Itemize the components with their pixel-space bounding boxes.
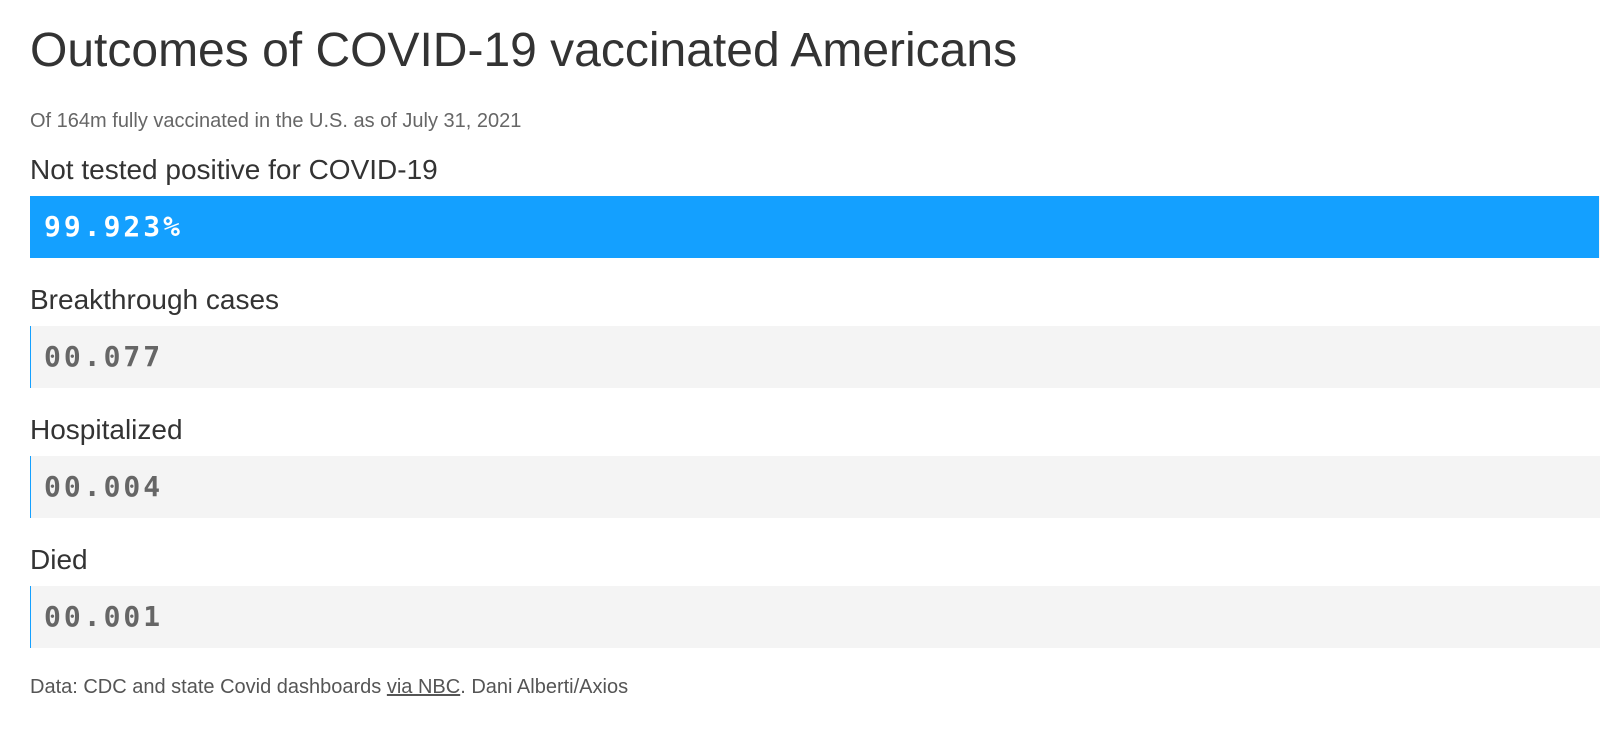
source-suffix: . Dani Alberti/Axios (460, 676, 629, 698)
bar (30, 456, 31, 518)
bar-category-label: Hospitalized (30, 414, 183, 445)
bar-chart: Not tested positive for COVID-19 99.923% B… (30, 152, 1600, 672)
source-prefix: Data: CDC and state Covid dashboards (30, 676, 387, 698)
bar-row: Breakthrough cases 00.077 (30, 282, 1600, 412)
chart-title: Outcomes of COVID-19 vaccinated American… (30, 24, 1018, 77)
bar-row: Hospitalized 00.004 (30, 412, 1600, 542)
bar-category-label: Died (30, 544, 88, 575)
bar (30, 196, 1599, 258)
bar-track: 00.077 (30, 326, 1600, 388)
bar (30, 326, 31, 388)
bar-row: Died 00.001 (30, 542, 1600, 672)
bar-value-label: 99.923% (44, 210, 184, 243)
bar-track: 99.923% (30, 196, 1600, 258)
chart-subtitle: Of 164m fully vaccinated in the U.S. as … (30, 110, 522, 132)
bar-track: 00.001 (30, 586, 1600, 648)
bar-row: Not tested positive for COVID-19 99.923% (30, 152, 1600, 282)
bar (30, 586, 31, 648)
bar-category-label: Not tested positive for COVID-19 (30, 154, 438, 185)
bar-value-label: 00.077 (44, 340, 164, 373)
bar-value-label: 00.001 (44, 600, 164, 633)
source-note: Data: CDC and state Covid dashboards via… (30, 674, 628, 700)
bar-category-label: Breakthrough cases (30, 284, 280, 315)
source-link[interactable]: via NBC (386, 676, 461, 698)
bar-track: 00.004 (30, 456, 1600, 518)
bar-value-label: 00.004 (44, 470, 164, 503)
